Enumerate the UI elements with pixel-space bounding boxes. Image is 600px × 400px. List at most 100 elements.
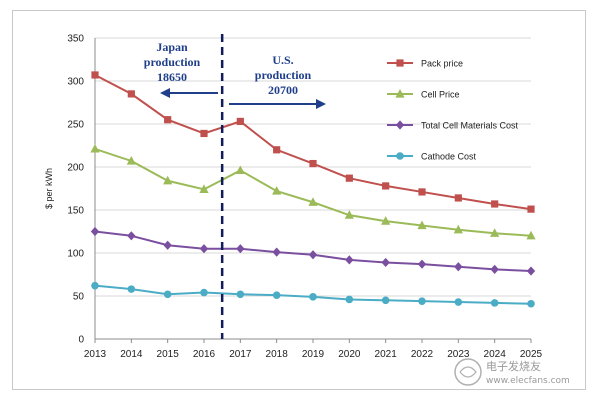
axes-layer: $ per kWh 0 50 100 150 200 250 300 350 2013 2014 2… xyxy=(44,34,543,361)
left-arrow-icon xyxy=(160,88,170,98)
chart-frame xyxy=(12,10,586,390)
series-3-point xyxy=(490,299,499,307)
x-tick-label: 2025 xyxy=(520,349,543,360)
series-0-point xyxy=(200,129,208,138)
watermark-logo-mark xyxy=(459,366,477,378)
series-3-point xyxy=(381,296,390,305)
series-3-point xyxy=(163,290,172,299)
series-0-point xyxy=(91,71,99,79)
japan-annotation-line2: production xyxy=(144,55,201,69)
series-0-point xyxy=(273,146,281,154)
y-tick-label: 50 xyxy=(73,292,85,303)
japan-annotation-line1: Japan xyxy=(156,40,188,54)
series-2-point xyxy=(417,259,427,269)
series-2-point xyxy=(381,257,390,268)
x-tick-label: 2018 xyxy=(266,349,289,360)
x-tick-label: 2021 xyxy=(375,349,398,360)
series-2-point xyxy=(236,244,245,254)
x-tick-label: 2016 xyxy=(193,349,216,360)
series-0-point xyxy=(527,205,535,213)
series-3-point xyxy=(418,297,426,305)
series-2-point xyxy=(308,250,318,260)
watermark-title: 电子发烧友 xyxy=(486,359,541,373)
x-tick-label: 2017 xyxy=(229,349,252,360)
x-tick-label: 2022 xyxy=(411,349,434,360)
series-3-point xyxy=(454,298,463,306)
annotation-layer: Japan production 18650 U.S. production 2… xyxy=(144,40,326,109)
series-1-point xyxy=(344,210,354,219)
x-tick-label: 2019 xyxy=(302,349,325,360)
y-tick-label: 300 xyxy=(67,77,84,88)
series-3-point xyxy=(309,293,317,301)
us-annotation-line2: production xyxy=(255,68,312,82)
series-0-point xyxy=(382,182,390,190)
series-2-point xyxy=(345,255,354,265)
x-tick-label: 2013 xyxy=(84,349,107,360)
series-3-point xyxy=(345,295,354,304)
series-1-point xyxy=(90,143,100,153)
series-1-point xyxy=(308,197,318,206)
legend-label-1: Cell Price xyxy=(421,89,460,99)
series-1-point xyxy=(526,230,536,240)
y-tick-label: 150 xyxy=(67,206,84,217)
watermark: 电子发烧友 www.elecfans.com xyxy=(454,358,570,386)
series-2-point xyxy=(454,262,463,272)
series-0-point xyxy=(309,159,317,168)
series-3-point xyxy=(200,288,208,297)
series-0-point xyxy=(345,174,353,182)
legend-marker-0 xyxy=(396,59,404,67)
series-2-point xyxy=(127,231,136,241)
series-1-point xyxy=(126,155,136,165)
watermark-logo-icon xyxy=(454,358,482,386)
watermark-url: www.elecfans.com xyxy=(486,376,570,386)
series-0-point xyxy=(491,200,499,208)
series-3-point xyxy=(236,290,245,299)
series-1-point xyxy=(490,228,500,237)
japan-annotation-line3: 18650 xyxy=(157,70,187,84)
x-tick-label: 2020 xyxy=(338,349,361,360)
series-3-point xyxy=(91,281,99,290)
legend-label-2: Total Cell Materials Cost xyxy=(421,120,519,130)
series-0-point xyxy=(164,116,172,124)
series-layer xyxy=(90,71,536,308)
y-tick-label: 100 xyxy=(67,249,84,260)
series-0-point xyxy=(127,90,135,98)
y-tick-label: 350 xyxy=(67,34,84,45)
legend-marker-1 xyxy=(395,89,405,98)
series-2-point xyxy=(90,226,100,237)
legend: Pack price Cell Price Total Cell Materials… xyxy=(387,58,519,161)
us-annotation-line1: U.S. xyxy=(272,53,293,67)
series-2-point xyxy=(199,244,209,254)
series-1-point xyxy=(163,175,173,185)
series-3-point xyxy=(272,291,281,299)
series-1-point xyxy=(381,216,391,225)
us-annotation-line3: 20700 xyxy=(268,83,298,97)
legend-label-3: Cathode Cost xyxy=(421,151,477,161)
series-3-point xyxy=(127,285,136,293)
y-tick-label: 200 xyxy=(67,163,84,174)
series-1-point xyxy=(272,186,282,195)
series-3-point xyxy=(527,299,535,308)
series-2-point xyxy=(526,266,536,276)
legend-marker-2 xyxy=(395,120,405,130)
series-2-point xyxy=(163,240,172,250)
right-arrow-icon xyxy=(316,99,326,109)
series-0-point xyxy=(418,188,426,196)
series-1-point xyxy=(199,184,209,193)
x-tick-label: 2015 xyxy=(157,349,180,360)
x-tick-label: 2023 xyxy=(447,349,470,360)
series-line-0 xyxy=(94,74,532,211)
y-tick-label: 0 xyxy=(78,335,84,346)
y-tick-label: 250 xyxy=(67,120,84,131)
series-1-point xyxy=(453,224,463,234)
series-2-point xyxy=(272,247,281,257)
x-tick-label: 2014 xyxy=(120,349,143,360)
series-2-point xyxy=(490,264,499,274)
series-0-point xyxy=(236,117,244,126)
series-1-point xyxy=(417,220,427,230)
x-tick-label: 2024 xyxy=(484,349,507,360)
legend-marker-3 xyxy=(396,152,404,160)
series-1-point xyxy=(235,165,245,175)
series-0-point xyxy=(454,194,462,202)
